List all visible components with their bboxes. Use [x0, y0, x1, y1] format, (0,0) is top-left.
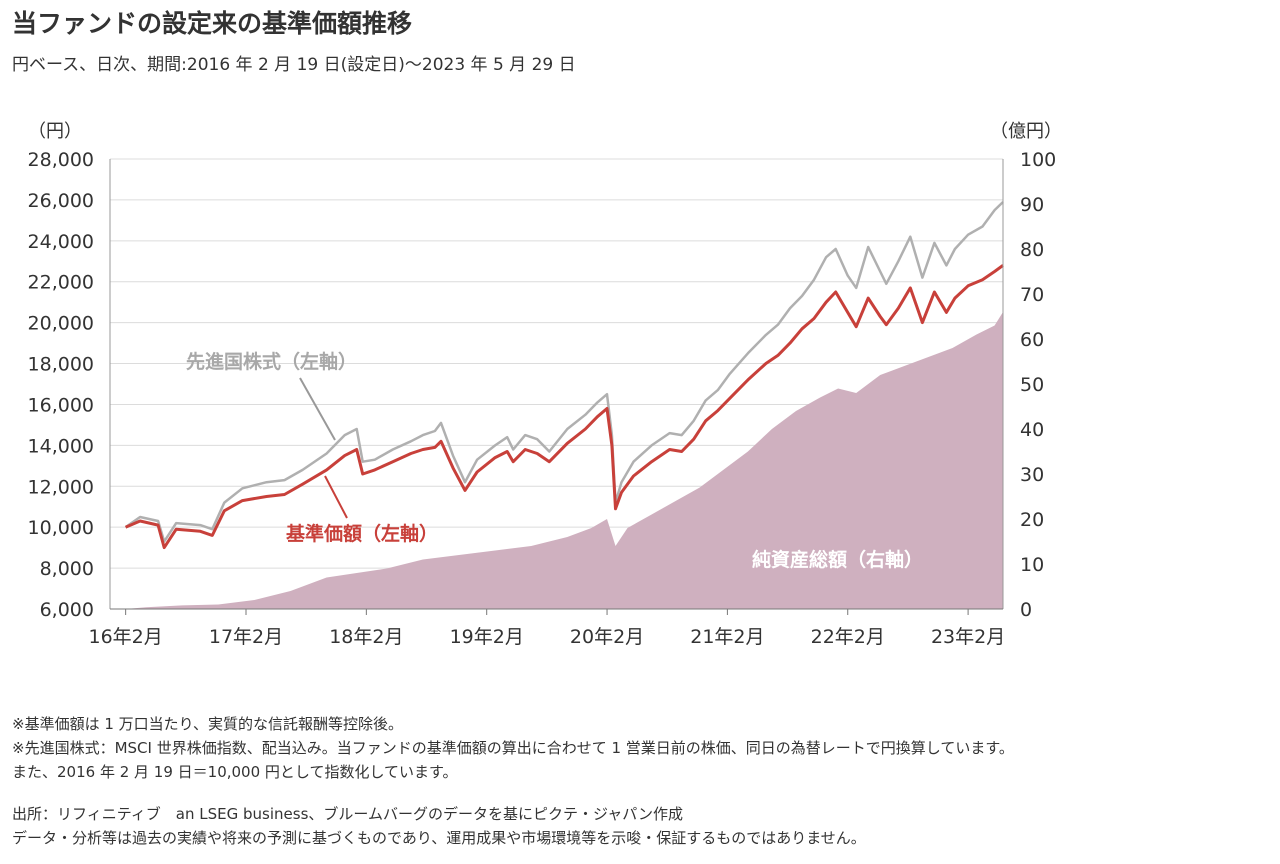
- right-tick-label: 90: [1020, 194, 1044, 216]
- x-tick-label: 23年2月: [931, 626, 1005, 648]
- source-line: 出所：リフィニティブ an LSEG business、ブルームバーグのデータを…: [12, 805, 683, 823]
- right-tick-label: 0: [1020, 599, 1032, 621]
- left-tick-label: 10,000: [28, 517, 94, 539]
- left-axis-unit: （円）: [28, 121, 82, 142]
- footnote-line: ※先進国株式：MSCI 世界株価指数、配当込み。当ファンドの基準価額の算出に合わ…: [12, 739, 1014, 757]
- series-lines-layer: [124, 201, 1004, 550]
- footnotes: ※基準価額は 1 万口当たり、実質的な信託報酬等控除後。 ※先進国株式：MSCI…: [12, 712, 1014, 784]
- left-tick-label: 20,000: [28, 313, 94, 335]
- nav-line: [125, 264, 1004, 550]
- left-tick-label: 16,000: [28, 394, 94, 416]
- right-tick-label: 70: [1020, 284, 1044, 306]
- left-tick-label: 12,000: [28, 476, 94, 498]
- x-tick-label: 22年2月: [811, 626, 885, 648]
- right-tick-label: 30: [1020, 464, 1044, 486]
- source-notes: 出所：リフィニティブ an LSEG business、ブルームバーグのデータを…: [12, 802, 866, 850]
- assets-label: 純資産総額（右軸）: [752, 548, 923, 571]
- fund-chart: 6,000 8,000 10,000 12,000 14,000 16,000 18,000…: [28, 121, 1062, 648]
- left-tick-label: 8,000: [40, 558, 94, 580]
- left-tick-label: 28,000: [28, 149, 94, 171]
- x-tick-label: 16年2月: [89, 626, 163, 648]
- left-tick-label: 26,000: [28, 190, 94, 212]
- left-tick-label: 18,000: [28, 354, 94, 376]
- axes-layer: 6,000 8,000 10,000 12,000 14,000 16,000 18,000…: [28, 121, 1062, 648]
- x-tick-label: 19年2月: [450, 626, 524, 648]
- x-tick-label: 17年2月: [209, 626, 283, 648]
- right-axis-unit: （億円）: [990, 121, 1062, 142]
- annotation-layer: 先進国株式（左軸） 基準価額（左軸） 純資産総額（右軸）: [186, 350, 923, 571]
- x-tick-label: 20年2月: [570, 626, 644, 648]
- right-tick-label: 60: [1020, 329, 1044, 351]
- nav-label: 基準価額（左軸）: [285, 522, 438, 545]
- chart-subtitle: 円ベース、日次、期間:2016 年 2 月 19 日(設定日)～2023 年 5…: [12, 55, 576, 75]
- right-tick-label: 10: [1020, 554, 1044, 576]
- footnote-line: ※基準価額は 1 万口当たり、実質的な信託報酬等控除後。: [12, 715, 404, 733]
- assets-area-layer: [125, 312, 1004, 609]
- right-tick-label: 20: [1020, 509, 1044, 531]
- index-label: 先進国株式（左軸）: [186, 350, 357, 373]
- right-tick-label: 80: [1020, 239, 1044, 261]
- right-tick-label: 100: [1020, 149, 1056, 171]
- x-tick-label: 18年2月: [329, 626, 403, 648]
- net-assets-area: [125, 312, 1004, 609]
- left-tick-label: 22,000: [28, 272, 94, 294]
- right-tick-label: 50: [1020, 374, 1044, 396]
- grid-lines: [110, 158, 1003, 610]
- footnote-line: また、2016 年 2 月 19 日＝10,000 円として指数化しています。: [12, 763, 458, 781]
- x-tick-label: 21年2月: [690, 626, 764, 648]
- right-tick-label: 40: [1020, 419, 1044, 441]
- chart-title: 当ファンドの設定来の基準価額推移: [12, 9, 413, 38]
- index-leader-line: [299, 377, 336, 441]
- left-tick-label: 14,000: [28, 435, 94, 457]
- source-line: データ・分析等は過去の実績や将来の予測に基づくものであり、運用成果や市場環境等を…: [12, 829, 866, 847]
- left-tick-label: 6,000: [40, 599, 94, 621]
- index-line: [124, 201, 1004, 543]
- left-tick-label: 24,000: [28, 231, 94, 253]
- nav-leader-line: [324, 475, 348, 519]
